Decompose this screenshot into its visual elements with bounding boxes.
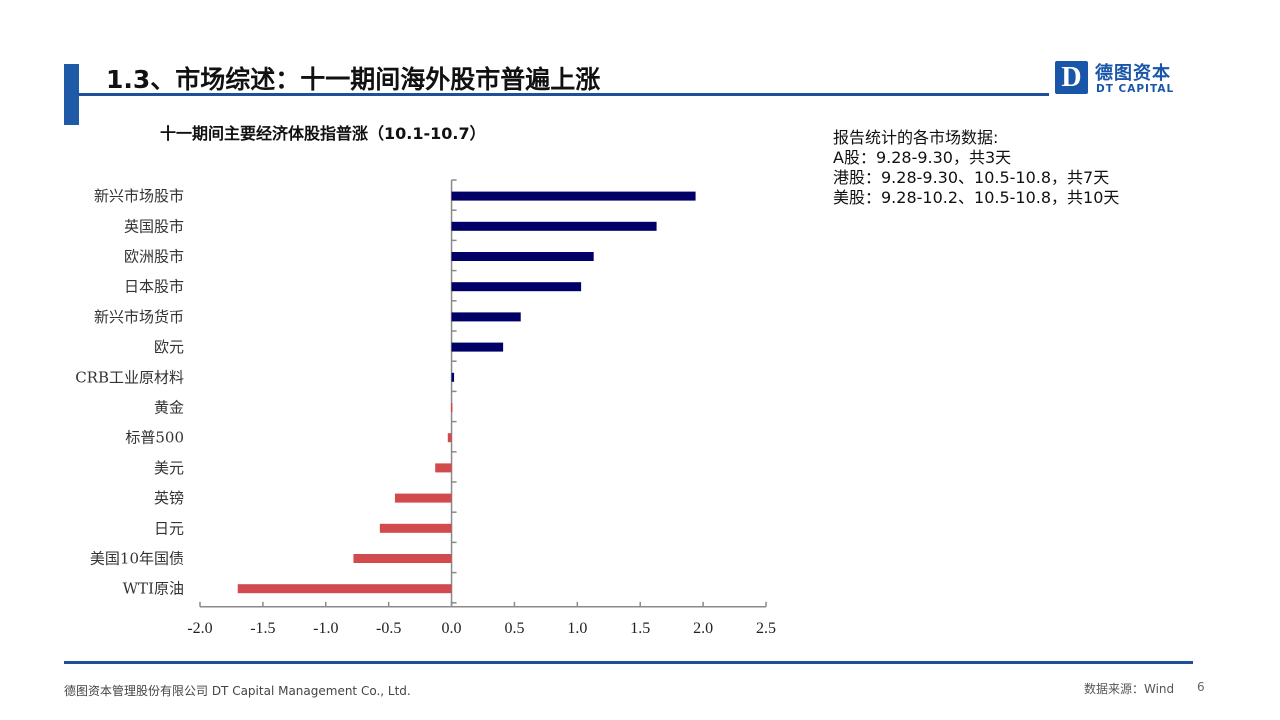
x-tick-label: 2.5 [756,620,776,637]
bar [451,191,696,201]
bar [451,312,521,322]
bar [394,493,452,503]
x-tick-label: 1.0 [567,620,587,637]
bar [451,342,504,352]
logo-mark-letter: D [1061,62,1082,93]
category-label: 日元 [154,519,184,537]
title-accent-bar [64,64,79,125]
bar [353,554,452,563]
category-label: 新兴市场股市 [94,187,184,205]
category-label: 黄金 [154,399,184,417]
title-divider [79,93,1049,96]
logo-english-name: DT CAPITAL [1096,83,1175,95]
x-tick-label: -1.5 [250,620,275,637]
category-label: 美元 [154,459,184,477]
x-tick-label: 2.0 [693,620,713,637]
footer-source: 数据来源：Wind [1084,682,1175,696]
logo-mark-icon: D [1055,61,1088,94]
category-label: 新兴市场货币 [94,308,184,326]
category-label: 美国10年国债 [90,550,184,568]
category-label: 欧元 [154,338,184,356]
bar [451,252,594,261]
bar [447,433,452,443]
x-tick-label: -1.0 [313,620,338,637]
category-label: WTI原油 [123,580,184,598]
category-label: 英镑 [154,489,184,507]
x-tick-label: 1.5 [630,620,650,637]
bar [451,282,582,292]
note-line: 港股：9.28-9.30、10.5-10.8，共7天 [833,168,1110,187]
logo-chinese-name: 德图资本 [1095,63,1171,84]
bar [451,372,455,382]
category-label: 标普500 [125,429,184,447]
chart-title: 十一期间主要经济体股指普涨（10.1-10.7） [160,124,486,143]
bar [451,221,657,231]
data-note: 报告统计的各市场数据: A股：9.28-9.30，共3天 港股：9.28-9.3… [833,128,1119,208]
bar [379,523,452,533]
bar [450,403,453,412]
bar [237,584,452,594]
category-label: CRB工业原材料 [75,368,184,386]
footer-divider [64,661,1193,664]
category-label: 日本股市 [124,278,184,296]
x-tick-label: -2.0 [187,620,212,637]
x-tick-label: 0.5 [504,620,524,637]
note-line: A股：9.28-9.30，共3天 [833,148,1012,167]
note-line: 美股：9.28-10.2、10.5-10.8，共10天 [833,188,1120,207]
page-title: 1.3、市场综述：十一期间海外股市普遍上涨 [106,65,601,94]
category-label: 欧洲股市 [124,248,184,266]
bar [435,463,452,473]
x-tick-label: -0.5 [376,620,401,637]
category-label: 英国股市 [124,217,184,235]
note-line: 报告统计的各市场数据: [833,128,999,147]
footer-company: 德图资本管理股份有限公司 DT Capital Management Co., … [64,684,411,698]
page-number: 6 [1197,680,1205,694]
x-tick-label: 0.0 [442,620,462,637]
company-logo: D 德图资本 DT CAPITAL [1055,61,1195,97]
